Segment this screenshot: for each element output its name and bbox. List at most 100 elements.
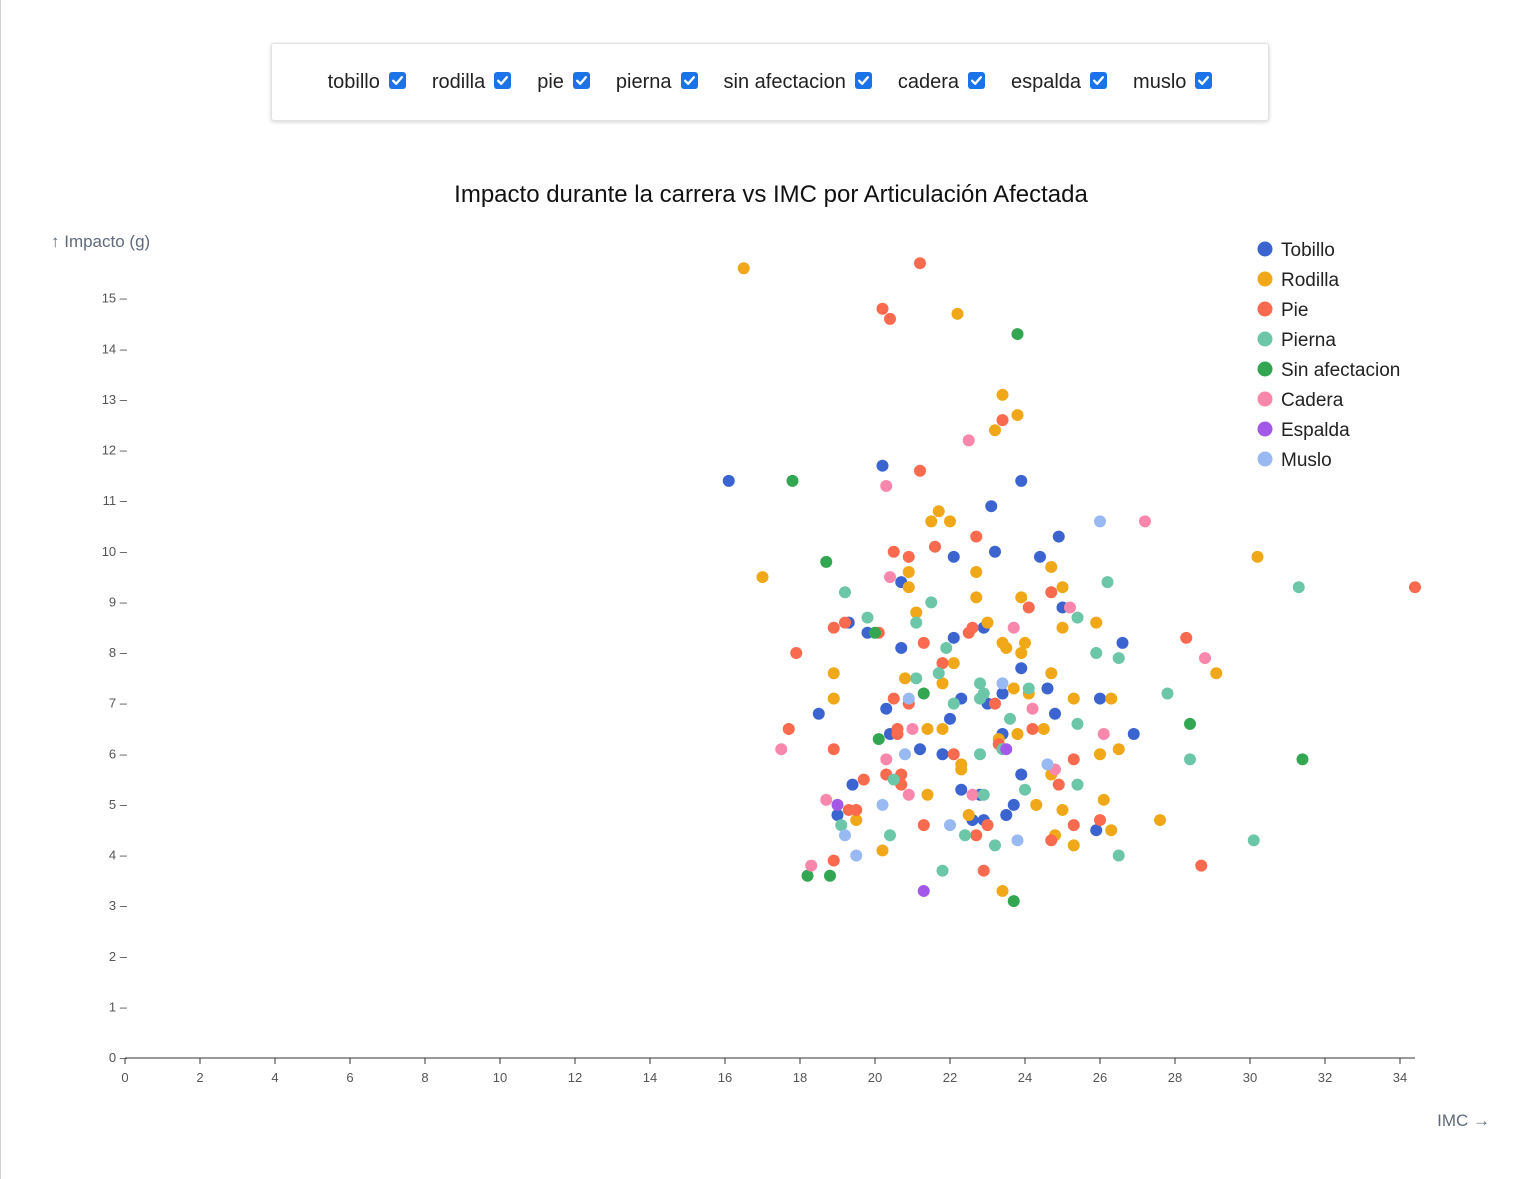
point-pierna bbox=[947, 697, 960, 710]
point-pie bbox=[1052, 778, 1065, 791]
point-pierna bbox=[1292, 581, 1305, 594]
point-cadera bbox=[880, 753, 893, 766]
check-icon bbox=[391, 75, 403, 85]
x-tick-label: 32 bbox=[1318, 1070, 1332, 1085]
point-rodilla bbox=[1056, 621, 1069, 634]
point-pierna bbox=[1184, 753, 1196, 766]
filter-label: muslo bbox=[1133, 70, 1187, 93]
point-sin-afectacion bbox=[1007, 895, 1020, 908]
point-rodilla bbox=[1105, 824, 1118, 837]
legend-item: Rodilla bbox=[1281, 270, 1340, 291]
y-tick-label: 7 – bbox=[109, 696, 128, 711]
point-pie bbox=[1022, 601, 1035, 614]
point-cadera bbox=[966, 788, 979, 801]
point-rodilla bbox=[936, 722, 949, 735]
filter-checkbox[interactable] bbox=[967, 71, 985, 89]
legend-item: Pie bbox=[1281, 300, 1308, 321]
point-sin-afectacion bbox=[1011, 328, 1024, 341]
point-rodilla bbox=[1056, 581, 1069, 594]
point-rodilla bbox=[902, 566, 915, 578]
point-rodilla bbox=[981, 616, 994, 629]
check-icon bbox=[970, 75, 983, 85]
y-tick-label: 9 – bbox=[109, 594, 128, 609]
point-tobillo bbox=[936, 748, 949, 761]
point-pierna bbox=[989, 839, 1001, 852]
point-pierna bbox=[839, 586, 851, 599]
filter-label: rodilla bbox=[431, 70, 486, 93]
legend-swatch bbox=[1257, 241, 1273, 257]
filter-espalda[interactable]: espalda bbox=[1010, 70, 1108, 94]
filter-pie[interactable]: pie bbox=[537, 71, 590, 94]
point-pie bbox=[827, 743, 840, 756]
point-cadera bbox=[902, 788, 915, 801]
point-rodilla bbox=[1210, 667, 1223, 680]
point-pierna bbox=[940, 641, 953, 654]
y-axis-label: ↑ Impacto (g) bbox=[51, 232, 150, 251]
filter-cadera[interactable]: cadera bbox=[898, 71, 985, 94]
filter-pierna[interactable]: pierna bbox=[616, 71, 698, 94]
x-tick-label: 4 bbox=[271, 1070, 278, 1085]
point-muslo bbox=[902, 692, 915, 705]
filter-muslo[interactable]: muslo bbox=[1133, 70, 1213, 94]
filter-checkbox[interactable] bbox=[494, 71, 512, 89]
point-pie bbox=[947, 748, 960, 761]
point-tobillo bbox=[989, 545, 1001, 558]
x-axis-label: IMC → bbox=[1437, 1111, 1490, 1130]
filter-checkbox[interactable] bbox=[1195, 71, 1213, 89]
filter-checkbox[interactable] bbox=[1090, 71, 1108, 89]
point-tobillo bbox=[1116, 636, 1129, 649]
point-rodilla bbox=[947, 657, 960, 670]
check-icon bbox=[857, 75, 869, 85]
point-rodilla bbox=[921, 788, 934, 801]
point-tobillo bbox=[914, 743, 926, 756]
point-rodilla bbox=[944, 515, 956, 528]
filter-checkbox[interactable] bbox=[388, 71, 406, 89]
point-rodilla bbox=[1105, 692, 1118, 705]
point-sin-afectacion bbox=[869, 626, 881, 639]
filter-checkbox[interactable] bbox=[680, 71, 698, 89]
point-tobillo bbox=[1049, 707, 1061, 720]
point-sin-afectacion bbox=[1296, 753, 1309, 766]
x-tick-label: 34 bbox=[1393, 1070, 1407, 1085]
point-pie bbox=[850, 803, 863, 816]
point-rodilla bbox=[899, 672, 911, 685]
legend-item: Cadera bbox=[1281, 390, 1344, 411]
point-pie bbox=[1045, 834, 1058, 847]
point-tobillo bbox=[722, 474, 735, 487]
filter-checkbox[interactable] bbox=[572, 71, 590, 89]
point-rodilla bbox=[1251, 550, 1264, 563]
point-pie bbox=[790, 647, 803, 659]
check-icon bbox=[575, 75, 587, 85]
filter-label: pierna bbox=[615, 70, 672, 93]
point-pierna bbox=[936, 864, 949, 877]
filter-label: espalda bbox=[1010, 70, 1082, 93]
filter-tobillo[interactable]: tobillo bbox=[328, 71, 406, 94]
point-rodilla bbox=[921, 722, 934, 735]
filter-rodilla[interactable]: rodilla bbox=[431, 70, 512, 94]
point-pierna bbox=[932, 667, 945, 680]
point-muslo bbox=[899, 748, 911, 761]
point-pierna bbox=[977, 788, 990, 801]
point-pie bbox=[891, 728, 904, 740]
point-rodilla bbox=[1019, 636, 1031, 649]
point-espalda bbox=[831, 798, 844, 811]
point-rodilla bbox=[996, 884, 1009, 897]
point-tobillo bbox=[1000, 809, 1013, 821]
point-rodilla bbox=[1007, 682, 1020, 695]
x-tick-label: 2 bbox=[196, 1070, 203, 1085]
filter-sin-afectacion[interactable]: sin afectacion bbox=[724, 71, 872, 94]
point-pierna bbox=[1071, 778, 1084, 791]
point-rodilla bbox=[989, 424, 1001, 437]
point-rodilla bbox=[1037, 722, 1050, 735]
point-pierna bbox=[1022, 682, 1035, 695]
point-tobillo bbox=[876, 459, 889, 472]
check-icon bbox=[1093, 75, 1105, 85]
filter-checkbox[interactable] bbox=[854, 71, 872, 89]
point-sin-afectacion bbox=[801, 869, 814, 882]
x-tick-label: 20 bbox=[868, 1070, 882, 1085]
point-tobillo bbox=[985, 500, 998, 513]
point-rodilla bbox=[737, 262, 750, 275]
chart-title: Impacto durante la carrera vs IMC por Ar… bbox=[454, 181, 1088, 208]
point-rodilla bbox=[1067, 692, 1080, 705]
point-tobillo bbox=[955, 783, 968, 796]
